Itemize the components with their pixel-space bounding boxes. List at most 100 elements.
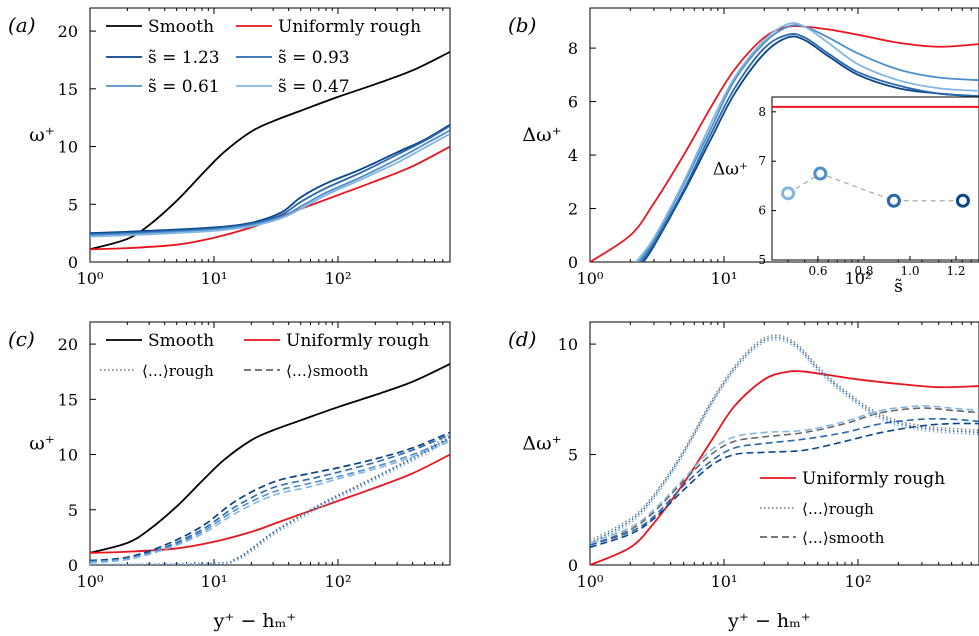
plot-frame bbox=[89, 321, 451, 566]
inset-x-tick-label: 1.2 bbox=[946, 264, 965, 278]
inset-point-0 bbox=[781, 186, 796, 201]
panel-b: 10⁰ 10¹ 10² 0 2 4 6 8 (b) Δω⁺ 0.6 0.8 1.0 1.2 5 6 7 8 Δω⁺ s… bbox=[508, 7, 979, 297]
series-line-2 bbox=[90, 123, 450, 235]
x-tick-label: 10¹ bbox=[711, 269, 738, 288]
inset-point-1 bbox=[813, 166, 828, 181]
y-tick-label: 8 bbox=[568, 39, 578, 58]
series-line-3 bbox=[90, 431, 450, 562]
legend-label: ⟨…⟩smooth bbox=[802, 529, 885, 547]
series-line-0 bbox=[90, 363, 450, 554]
y-tick-label: 10 bbox=[558, 335, 578, 354]
series-line-2 bbox=[90, 433, 450, 565]
panel-d: 10⁰ 10¹ 10² 0 5 10 (d) Δω⁺ y⁺ − hₘ⁺ Uniformly rou… bbox=[508, 321, 979, 632]
legend-label: s̃ = 0.61 bbox=[148, 77, 220, 97]
x-tick-label: 10² bbox=[325, 269, 352, 288]
legend-label: Smooth bbox=[148, 17, 214, 37]
series-group bbox=[90, 51, 450, 251]
series-line-5 bbox=[90, 433, 450, 563]
legend-label: Smooth bbox=[148, 331, 214, 351]
y-tick-label: 0 bbox=[68, 556, 78, 575]
y-axis-label: ω⁺ bbox=[29, 124, 55, 146]
inset-point-3 bbox=[955, 193, 970, 208]
series-group bbox=[590, 22, 979, 262]
series-line-4 bbox=[90, 431, 450, 562]
series-line-7 bbox=[590, 405, 979, 544]
y-tick-label: 4 bbox=[568, 146, 578, 165]
series-line-6 bbox=[590, 417, 979, 546]
y-axis-label: Δω⁺ bbox=[522, 433, 561, 455]
y-tick-label: 15 bbox=[58, 80, 78, 99]
y-tick-label: 20 bbox=[58, 335, 78, 354]
y-tick-label: 10 bbox=[58, 138, 78, 157]
x-tick-label: 10⁰ bbox=[77, 269, 104, 288]
y-tick-label: 15 bbox=[58, 390, 78, 409]
panel-label: (b) bbox=[508, 13, 536, 37]
inset-x-tick-label: 1.0 bbox=[900, 264, 919, 278]
inset-y-tick-label: 5 bbox=[758, 253, 766, 267]
inset-y-tick-label: 6 bbox=[758, 204, 766, 218]
inset: 0.6 0.8 1.0 1.2 5 6 7 8 Δω⁺ s̃ bbox=[713, 96, 979, 297]
x-tick-label: 10¹ bbox=[201, 269, 228, 288]
series-line-3 bbox=[90, 124, 450, 236]
y-tick-label: 10 bbox=[58, 446, 78, 465]
panel-label: (d) bbox=[508, 327, 536, 351]
x-tick-label: 10⁰ bbox=[577, 269, 604, 288]
y-tick-label: 0 bbox=[568, 556, 578, 575]
series-line-8 bbox=[90, 436, 450, 565]
legend-label: Uniformly rough bbox=[278, 17, 421, 37]
y-tick-label: 6 bbox=[568, 93, 578, 112]
plot-frame bbox=[589, 321, 979, 566]
inset-y-label: Δω⁺ bbox=[713, 160, 748, 180]
y-tick-label: 5 bbox=[68, 501, 78, 520]
panel-label: (c) bbox=[8, 327, 35, 351]
series-line-5 bbox=[590, 422, 979, 549]
inset-x-label: s̃ bbox=[894, 277, 903, 297]
legend-label: s̃ = 0.93 bbox=[278, 48, 350, 68]
series-line-1 bbox=[90, 453, 450, 554]
legend-label: Uniformly rough bbox=[802, 469, 945, 489]
series-line-1 bbox=[590, 334, 979, 542]
x-tick-label: 10⁰ bbox=[77, 572, 104, 591]
series-line-0 bbox=[90, 51, 450, 251]
y-tick-label: 5 bbox=[568, 446, 578, 465]
series-line-4 bbox=[590, 338, 979, 546]
y-tick-label: 2 bbox=[568, 200, 578, 219]
series-group bbox=[590, 334, 979, 565]
series-line-4 bbox=[635, 22, 979, 262]
inset-connector bbox=[787, 172, 963, 202]
panel-c: 10⁰ 10¹ 10² 0 5 10 15 20 (c) ω⁺ y⁺ − hₘ⁺ Smooth Unif… bbox=[8, 321, 451, 632]
y-tick-label: 5 bbox=[68, 195, 78, 214]
x-tick-label: 10² bbox=[325, 572, 352, 591]
y-tick-label: 0 bbox=[68, 253, 78, 272]
series-line-6 bbox=[90, 438, 450, 563]
x-tick-label: 10⁰ bbox=[577, 572, 604, 591]
series-line-1 bbox=[642, 35, 979, 262]
legend: Uniformly rough ⟨…⟩rough ⟨…⟩smooth bbox=[760, 469, 945, 547]
inset-frame bbox=[771, 96, 979, 261]
x-tick-label: 10¹ bbox=[201, 572, 228, 591]
y-tick-label: 20 bbox=[58, 22, 78, 41]
legend: Smooth Uniformly rough ⟨…⟩rough ⟨…⟩smooth bbox=[100, 331, 429, 380]
legend-label: ⟨…⟩rough bbox=[142, 362, 214, 380]
legend-label: ⟨…⟩smooth bbox=[286, 362, 369, 380]
series-group bbox=[90, 363, 450, 565]
legend-label: s̃ = 1.23 bbox=[148, 48, 220, 68]
legend: Smooth Uniformly rough s̃ = 1.23 s̃ = 0.93 s… bbox=[106, 17, 421, 97]
x-tick-label: 10² bbox=[845, 269, 872, 288]
inset-x-tick-label: 0.6 bbox=[808, 264, 827, 278]
series-line-2 bbox=[640, 33, 979, 262]
legend-label: s̃ = 0.47 bbox=[278, 77, 350, 97]
plot-frame bbox=[589, 7, 979, 263]
y-axis-label: Δω⁺ bbox=[522, 124, 561, 146]
series-line-4 bbox=[90, 129, 450, 237]
x-axis-label: y⁺ − hₘ⁺ bbox=[213, 610, 297, 632]
series-line-9 bbox=[90, 438, 450, 565]
inset-y-tick-label: 7 bbox=[758, 154, 766, 168]
panel-label: (a) bbox=[8, 13, 36, 37]
y-axis-label: ω⁺ bbox=[29, 433, 55, 455]
series-line-3 bbox=[590, 336, 979, 544]
inset-y-tick-label: 8 bbox=[758, 105, 766, 119]
inset-point-2 bbox=[886, 193, 901, 208]
series-line-3 bbox=[637, 24, 979, 262]
